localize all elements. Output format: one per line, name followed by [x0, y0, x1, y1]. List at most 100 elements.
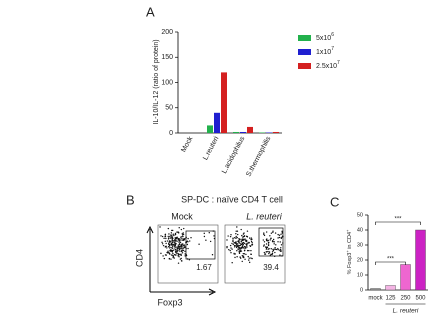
event-dot [183, 227, 185, 230]
event-dot [174, 240, 177, 242]
event-dot [203, 235, 206, 238]
event-dot [166, 247, 168, 249]
legend-exponent: 6 [331, 32, 334, 38]
event-dot [280, 244, 283, 246]
event-dot [165, 254, 167, 256]
x-tick-label: L.reuteri [202, 135, 220, 161]
event-dot [185, 241, 187, 244]
event-dot [243, 242, 246, 245]
event-dot [242, 255, 244, 258]
event-dot [162, 255, 164, 257]
bar [221, 72, 227, 133]
event-dot [281, 230, 283, 233]
event-dot [234, 256, 236, 259]
event-dot [242, 241, 245, 244]
event-dot [175, 246, 177, 248]
y-tick-label: 20 [357, 257, 363, 263]
event-dot [265, 243, 268, 245]
bar [259, 132, 265, 133]
x-tick-label: S.thermophilis [245, 135, 272, 178]
event-dot [178, 238, 181, 240]
event-dot [237, 248, 240, 250]
event-dot [173, 241, 175, 244]
event-dot [275, 244, 277, 246]
event-dot [231, 262, 233, 264]
bar [240, 131, 246, 133]
event-dot [232, 237, 234, 239]
event-dot [180, 248, 182, 250]
event-dot [173, 244, 175, 246]
event-dot [269, 254, 272, 257]
event-dot [241, 234, 243, 237]
event-dot [167, 227, 170, 230]
event-dot [184, 246, 186, 248]
event-dot [170, 240, 172, 242]
legend-swatch [298, 49, 311, 55]
event-dot [235, 235, 237, 238]
event-dot [274, 248, 277, 250]
event-dot [237, 233, 239, 236]
event-dot [203, 232, 205, 235]
y-tick-label: 200 [161, 29, 173, 36]
flow-plot-frame [157, 224, 219, 284]
event-dot [239, 244, 242, 247]
event-dot [275, 248, 278, 251]
event-dot [171, 249, 173, 252]
event-dot [186, 258, 189, 260]
event-dot [263, 234, 266, 237]
event-dot [170, 243, 172, 245]
event-dot [244, 246, 247, 248]
event-dot [236, 226, 238, 228]
event-dot [177, 262, 180, 264]
event-dot [230, 252, 232, 254]
event-dot [211, 253, 214, 256]
event-dot [164, 233, 167, 236]
event-dot [248, 257, 250, 259]
event-dot [187, 237, 189, 240]
event-dot [268, 252, 270, 255]
event-dot [230, 234, 232, 236]
flow-plot-title: L. reuteri [246, 211, 283, 221]
event-dot [279, 254, 281, 256]
event-dot [176, 231, 179, 233]
event-dot [181, 233, 183, 235]
event-dot [172, 255, 175, 257]
event-dot [184, 253, 186, 255]
event-dot [267, 248, 269, 250]
panel-label: C [330, 194, 339, 209]
event-dot [169, 250, 171, 252]
event-dot [166, 251, 169, 254]
event-dot [235, 245, 237, 247]
event-dot [163, 257, 166, 260]
event-dot [267, 244, 270, 247]
event-dot [241, 246, 244, 248]
flow-plot-title: Mock [171, 211, 193, 221]
event-dot [178, 243, 181, 246]
panel-label: A [146, 4, 155, 19]
event-dot [277, 233, 279, 236]
event-dot [240, 228, 242, 231]
event-dot [239, 256, 241, 258]
bar [214, 112, 220, 133]
event-dot [279, 249, 281, 251]
event-dot [250, 257, 252, 259]
event-dot [250, 237, 253, 239]
event-dot [174, 243, 177, 246]
event-dot [248, 259, 250, 261]
event-dot [250, 249, 252, 252]
event-dot [267, 243, 270, 245]
event-dot [265, 246, 267, 249]
event-dot [172, 256, 174, 259]
event-dot [179, 245, 181, 248]
event-dot [249, 237, 251, 239]
event-dot [176, 247, 179, 249]
event-dot [277, 241, 279, 243]
event-dot [231, 248, 233, 250]
event-dot [267, 241, 270, 244]
event-dot [265, 248, 268, 250]
event-dot [175, 249, 177, 251]
event-dot [175, 237, 177, 239]
event-dot [250, 240, 253, 243]
event-dot [244, 258, 246, 260]
event-dot [181, 250, 183, 253]
